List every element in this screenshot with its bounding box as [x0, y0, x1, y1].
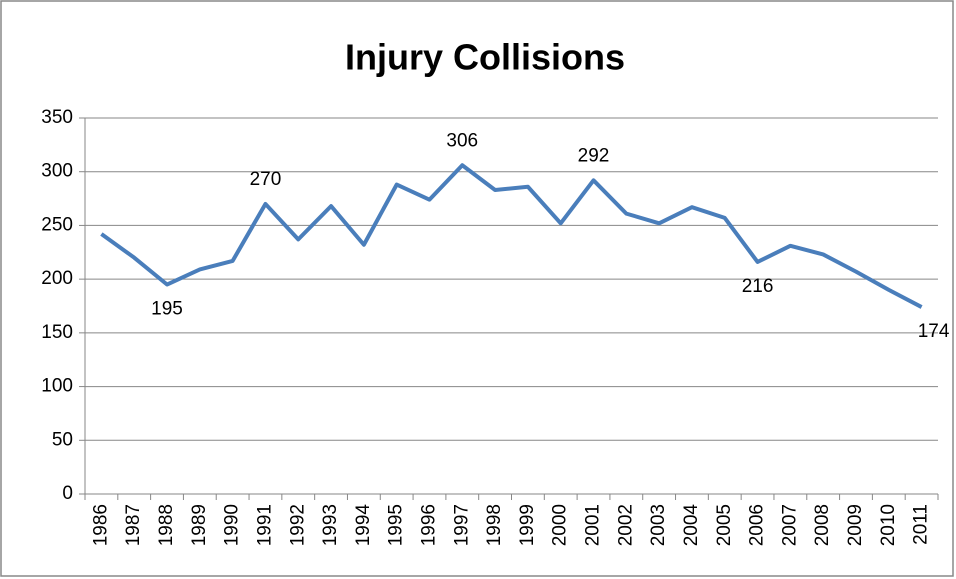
x-tick-label: 2003 [648, 504, 669, 546]
data-label: 306 [446, 130, 478, 151]
y-tick-label: 250 [41, 214, 73, 235]
x-tick-label: 1998 [484, 504, 505, 546]
x-tick-label: 2004 [681, 504, 702, 547]
x-tick-label: 1991 [254, 504, 275, 546]
x-tick-label: 1996 [418, 504, 439, 546]
x-tick-label: 2010 [878, 504, 899, 546]
chart-title: Injury Collisions [345, 37, 625, 78]
x-tick-label: 1999 [517, 504, 538, 546]
y-tick-label: 150 [41, 322, 73, 343]
x-tick-label: 2006 [747, 504, 768, 546]
data-label: 270 [250, 169, 282, 190]
x-tick-label: 2000 [550, 504, 571, 546]
data-line [100, 163, 923, 309]
x-tick-label: 1989 [189, 504, 210, 546]
y-tick-label: 350 [41, 107, 73, 128]
x-tick-label: 2007 [779, 504, 800, 546]
y-tick-label: 0 [62, 483, 73, 504]
x-tick-label: 1990 [222, 504, 243, 546]
x-tick-label: 2008 [812, 504, 833, 546]
x-tick-label: 2011 [911, 504, 932, 545]
x-tick-label: 2005 [714, 504, 735, 546]
x-tick-label: 1992 [287, 504, 308, 546]
x-tick-label: 1986 [90, 504, 111, 546]
x-tick-label: 1988 [156, 504, 177, 546]
x-tick-label: 1987 [123, 504, 144, 546]
data-label: 195 [151, 299, 183, 320]
y-tick-label: 300 [41, 161, 73, 182]
x-tick-label: 1993 [320, 504, 341, 546]
y-tick-label: 100 [41, 376, 73, 397]
x-tick-label: 1997 [451, 504, 472, 546]
data-label: 174 [918, 321, 950, 342]
x-tick-label: 2009 [845, 504, 866, 546]
x-tick-label: 1994 [353, 504, 374, 547]
x-tick-label: 2001 [583, 504, 604, 546]
data-label: 216 [742, 276, 774, 297]
y-tick-label: 200 [41, 268, 73, 289]
x-tick-label: 1995 [386, 504, 407, 546]
data-label: 292 [578, 145, 610, 166]
y-tick-label: 50 [52, 429, 73, 450]
x-tick-label: 2002 [615, 504, 636, 546]
